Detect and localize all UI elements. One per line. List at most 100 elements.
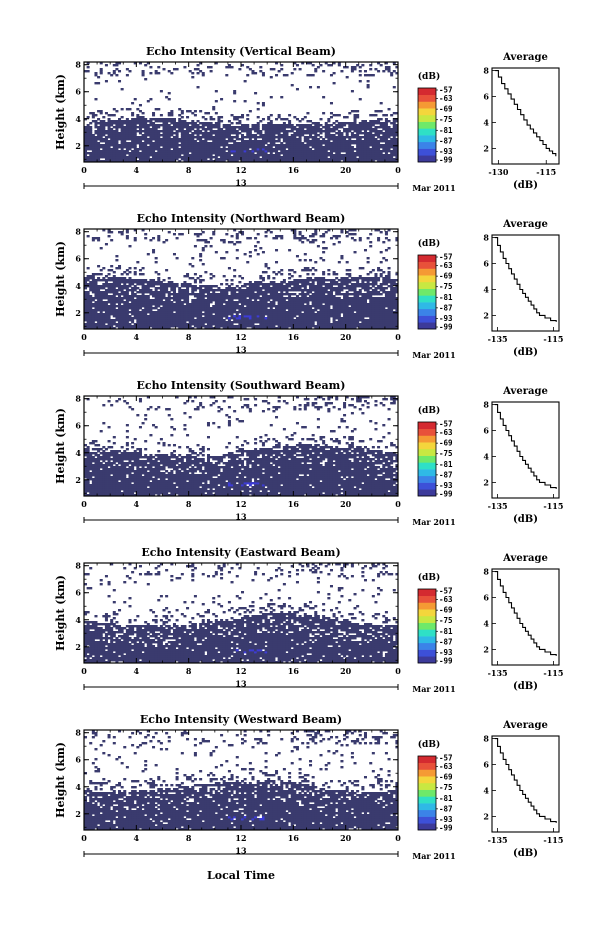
- echo-cell: [241, 124, 245, 127]
- echo-cell: [254, 160, 258, 163]
- echo-cell: [107, 297, 111, 300]
- echo-cell: [86, 297, 90, 300]
- echo-cell: [154, 146, 158, 149]
- echo-cell: [233, 92, 237, 95]
- echo-cell: [222, 132, 226, 135]
- echo-cell: [110, 287, 114, 290]
- echo-cell: [311, 136, 315, 139]
- echo-cell: [138, 295, 142, 298]
- echo-cell: [157, 323, 161, 326]
- echo-cell: [314, 142, 318, 145]
- echo-cell: [246, 118, 250, 121]
- echo-cell: [144, 136, 148, 139]
- echo-cell: [115, 319, 119, 322]
- echo-cell: [361, 160, 365, 163]
- echo-cell: [125, 301, 129, 304]
- echo-cell: [366, 140, 370, 143]
- echo-cell: [335, 120, 339, 123]
- echo-cell: [112, 297, 116, 300]
- echo-cell: [243, 154, 247, 157]
- echo-cell: [275, 62, 279, 65]
- echo-cell: [267, 146, 271, 149]
- echo-cell: [152, 311, 156, 314]
- echo-cell: [269, 130, 273, 133]
- echo-cell: [204, 122, 208, 125]
- echo-cell: [282, 128, 286, 131]
- echo-cell: [246, 128, 250, 131]
- echo-cell: [112, 154, 116, 157]
- echo-cell: [369, 160, 373, 163]
- echo-cell: [154, 70, 158, 73]
- echo-cell: [84, 307, 88, 310]
- echo-cell: [188, 130, 192, 133]
- echo-cell: [220, 150, 224, 153]
- echo-cell: [235, 293, 239, 296]
- echo-cell: [86, 305, 90, 308]
- echo-cell: [133, 279, 137, 282]
- echo-cell: [172, 233, 176, 236]
- echo-cell: [280, 96, 284, 99]
- echo-cell: [170, 114, 174, 117]
- echo-cell: [233, 154, 237, 157]
- echo-cell: [264, 146, 268, 149]
- echo-cell: [392, 146, 396, 149]
- echo-cell: [335, 144, 339, 147]
- echo-cell: [175, 132, 179, 135]
- echo-cell: [136, 299, 140, 302]
- echo-cell: [298, 146, 302, 149]
- echo-cell: [384, 148, 388, 151]
- echo-cell: [227, 156, 231, 159]
- echo-cell: [248, 142, 252, 145]
- echo-cell: [170, 297, 174, 300]
- echo-cell: [99, 305, 103, 308]
- echo-cell: [298, 132, 302, 135]
- echo-cell: [298, 231, 302, 234]
- echo-cell: [298, 156, 302, 159]
- echo-cell: [97, 136, 101, 139]
- echo-cell: [303, 138, 307, 141]
- echo-cell: [256, 116, 260, 119]
- echo-cell: [298, 126, 302, 129]
- echo-cell: [112, 321, 116, 324]
- echo-cell: [94, 287, 98, 290]
- echo-cell: [322, 126, 326, 129]
- echo-cell: [366, 150, 370, 153]
- echo-cell: [138, 62, 142, 65]
- echo-cell: [157, 291, 161, 294]
- echo-cell: [220, 154, 224, 157]
- echo-cell: [180, 122, 184, 125]
- echo-cell: [314, 130, 318, 133]
- echo-cell: [298, 142, 302, 145]
- echo-cell: [311, 267, 315, 270]
- echo-cell: [324, 142, 328, 145]
- echo-cell: [107, 130, 111, 133]
- echo-cell: [133, 62, 137, 65]
- echo-cell: [102, 160, 106, 163]
- echo-cell: [86, 315, 90, 318]
- echo-cell: [214, 285, 218, 288]
- echo-cell: [225, 74, 229, 77]
- echo-cell: [120, 317, 124, 320]
- echo-cell: [91, 289, 95, 292]
- echo-cell: [259, 287, 263, 290]
- echo-cell: [322, 277, 326, 280]
- echo-cell: [110, 309, 114, 312]
- echo-cell: [193, 130, 197, 133]
- echo-cell: [392, 124, 396, 127]
- echo-cell: [138, 317, 142, 320]
- echo-cell: [390, 142, 394, 145]
- echo-cell: [115, 299, 119, 302]
- echo-cell: [329, 144, 333, 147]
- echo-cell: [272, 150, 276, 153]
- echo-cell: [152, 124, 156, 127]
- echo-cell: [162, 321, 166, 324]
- echo-cell: [256, 132, 260, 135]
- echo-cell: [306, 289, 310, 292]
- echo-cell: [290, 140, 294, 143]
- echo-cell: [154, 138, 158, 141]
- echo-cell: [345, 128, 349, 131]
- echo-cell: [133, 307, 137, 310]
- echo-cell: [149, 150, 153, 153]
- echo-cell: [322, 154, 326, 157]
- echo-cell: [324, 283, 328, 286]
